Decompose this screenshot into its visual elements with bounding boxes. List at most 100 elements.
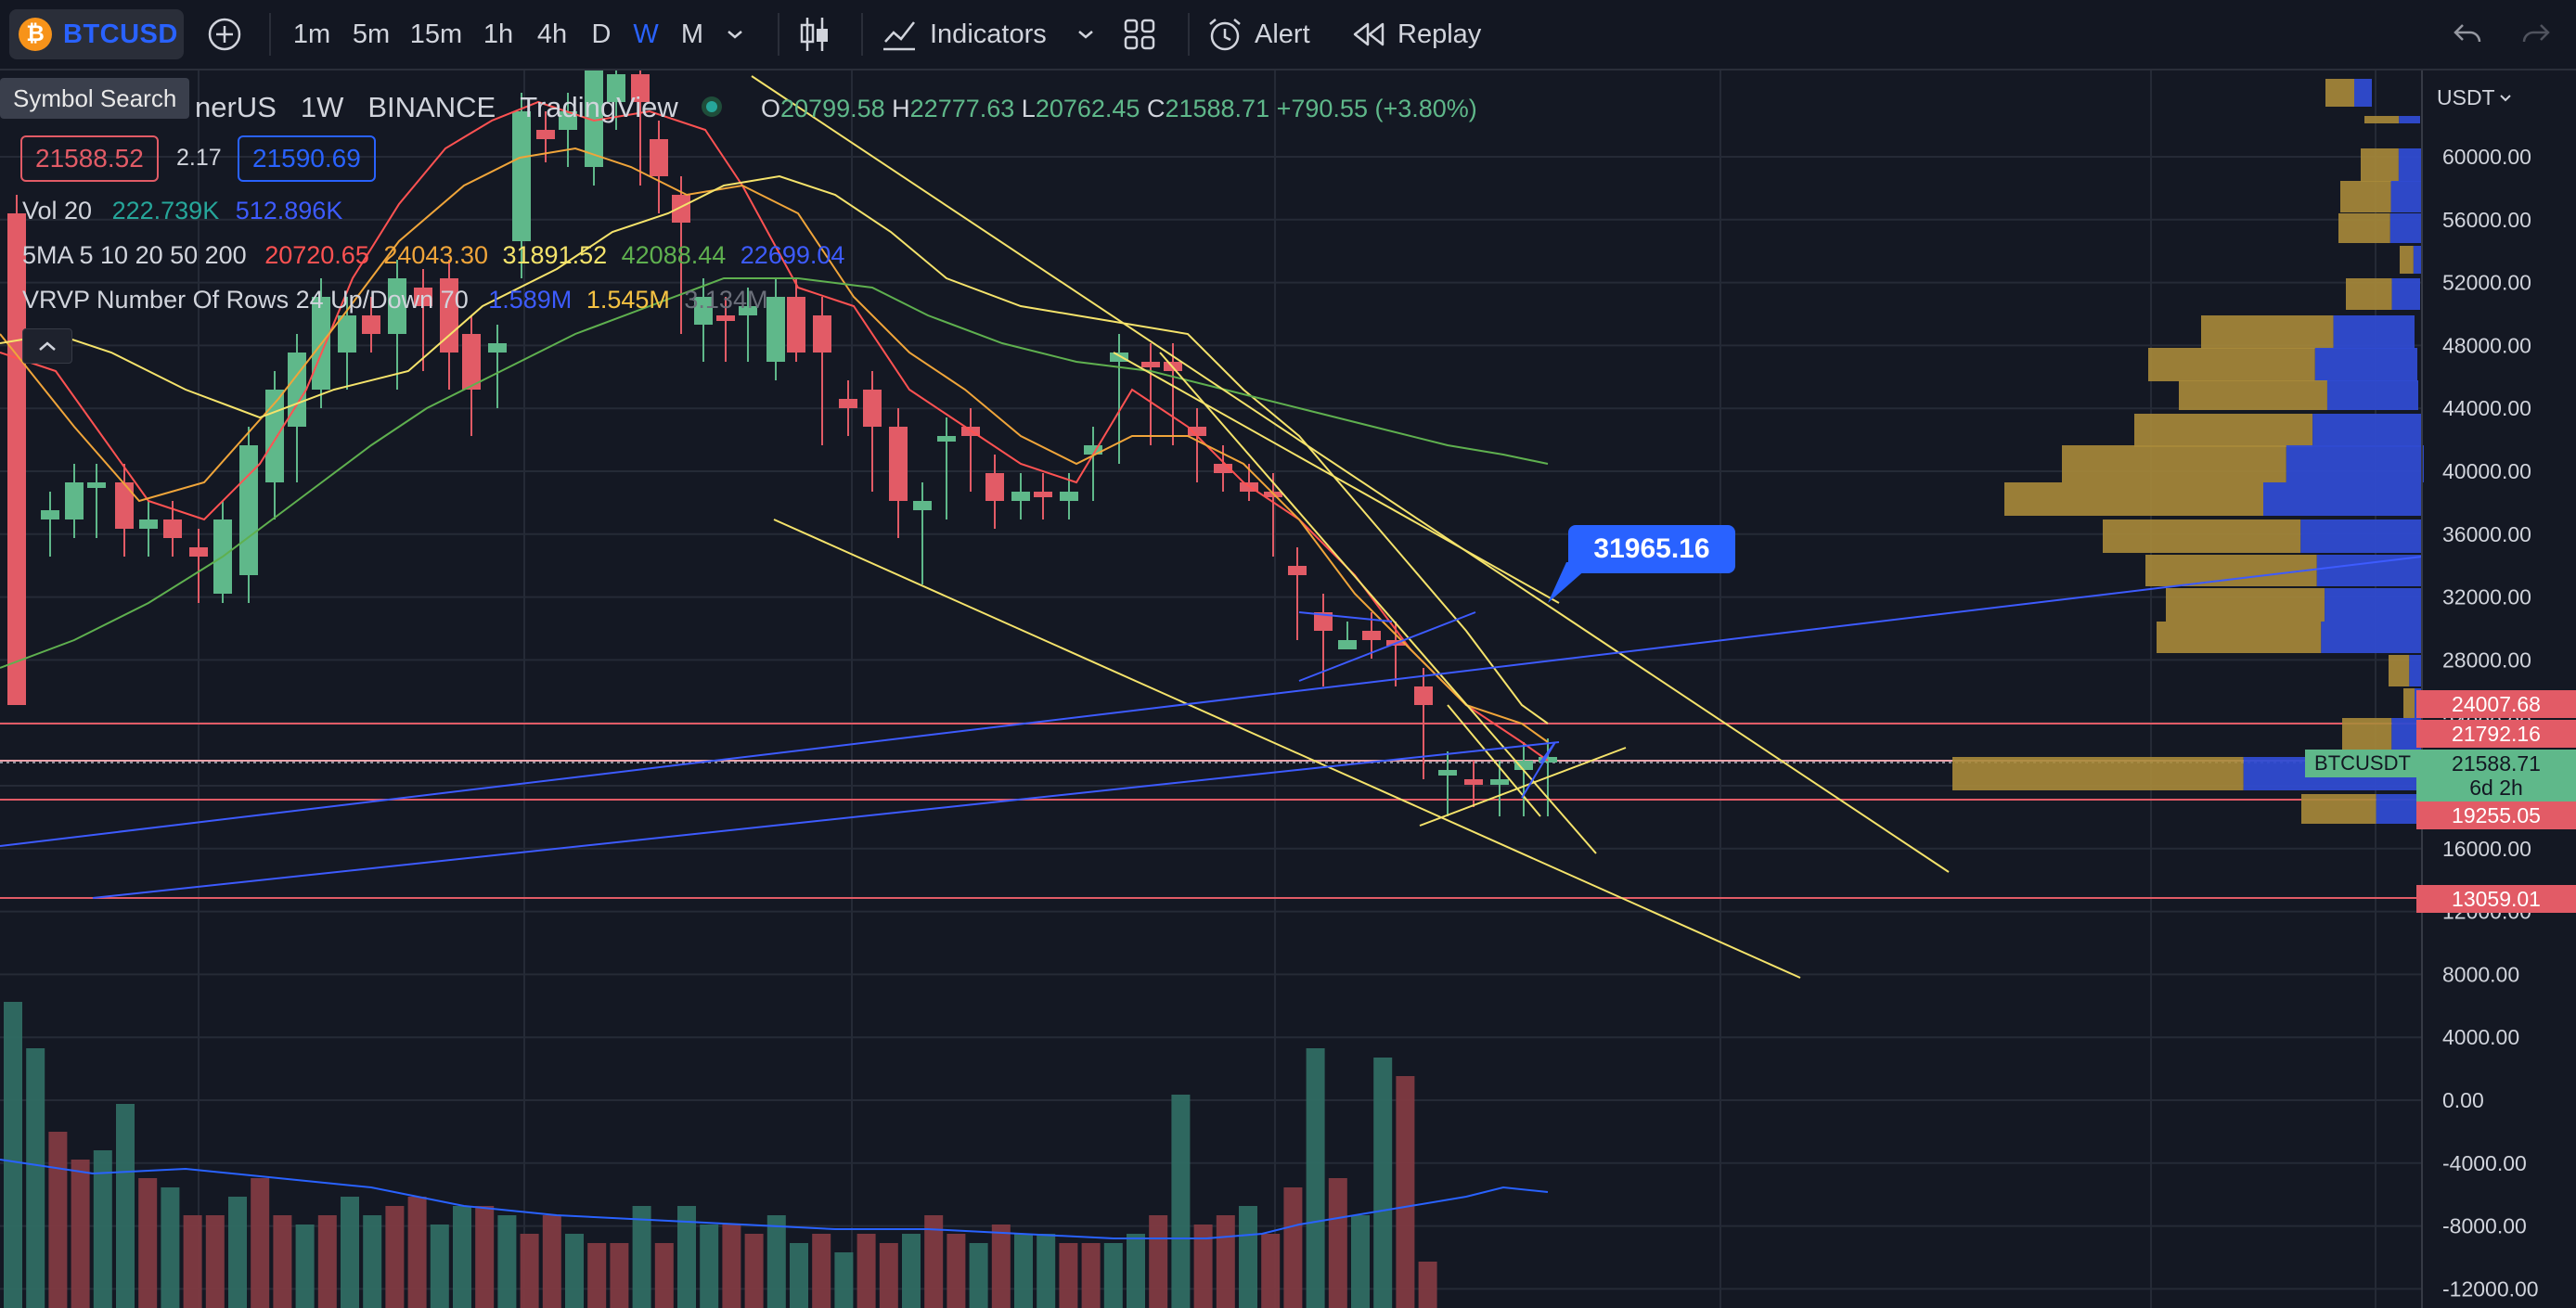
volume-bar bbox=[161, 1187, 180, 1308]
volume-bar bbox=[475, 1206, 495, 1308]
ma10-value: 24043.30 bbox=[383, 241, 488, 269]
volume-label: Vol 20 bbox=[22, 197, 93, 224]
candle-body bbox=[1214, 464, 1232, 473]
undo-icon[interactable] bbox=[2446, 0, 2491, 69]
timeframe-4h[interactable]: 4h bbox=[536, 19, 568, 49]
ma50-value: 42088.44 bbox=[621, 241, 727, 269]
candle-body bbox=[414, 288, 432, 306]
timeframe-5m[interactable]: 5m bbox=[352, 19, 391, 49]
vrvp-down-value: 1.545M bbox=[586, 286, 670, 314]
volume-profile-down-bar bbox=[2342, 718, 2392, 750]
currency-selector[interactable]: USDT bbox=[2437, 85, 2512, 110]
volume-bar bbox=[295, 1225, 315, 1308]
volume-bar bbox=[857, 1234, 876, 1308]
trendline-drawings bbox=[0, 75, 2423, 1239]
candle-body bbox=[239, 445, 258, 575]
price-chart[interactable]: 60000.00 56000.00 52000.00 48000.00 44000.00… bbox=[0, 71, 2576, 1308]
candles-chart-type-icon[interactable] bbox=[794, 0, 835, 69]
blue-trendline bbox=[92, 741, 1560, 899]
chart-background bbox=[0, 71, 2576, 1308]
indicators-dropdown-icon[interactable] bbox=[1069, 0, 1102, 69]
volume-profile-up-bar bbox=[2409, 655, 2422, 686]
volume-bar bbox=[183, 1215, 202, 1308]
candle-body bbox=[1438, 770, 1457, 776]
chart-grid bbox=[0, 71, 2422, 1308]
currency-label: USDT bbox=[2437, 85, 2495, 109]
redo-icon[interactable] bbox=[2513, 0, 2557, 69]
timeframe-1h[interactable]: 1h bbox=[483, 19, 514, 49]
ask-price-button[interactable]: 21590.69 bbox=[238, 135, 376, 182]
volume-bar bbox=[632, 1206, 651, 1308]
change-value: +790.55 (+3.80%) bbox=[1276, 95, 1477, 122]
timeframe-d[interactable]: D bbox=[591, 19, 612, 49]
volume-bar bbox=[587, 1243, 607, 1308]
volume-bar bbox=[766, 1215, 786, 1308]
callout-pointer bbox=[1548, 562, 1594, 603]
timeframe-1m[interactable]: 1m bbox=[292, 19, 331, 49]
volume-profile-down-bar bbox=[2325, 79, 2354, 107]
candle-body bbox=[607, 74, 625, 102]
legend-symbol[interactable]: nerUS bbox=[195, 91, 277, 123]
candle-body bbox=[7, 213, 26, 705]
replay-label: Replay bbox=[1397, 19, 1482, 49]
volume-bar bbox=[879, 1243, 898, 1308]
volume-profile-down-bar bbox=[2201, 315, 2334, 349]
volume-bar bbox=[1059, 1243, 1078, 1308]
volume-bar bbox=[1193, 1225, 1213, 1308]
top-toolbar: ₿ BTCUSD 1m 5m 15m 1h 4h D W M Indicator… bbox=[0, 0, 2576, 71]
volume-bar bbox=[1396, 1076, 1415, 1308]
volume-profile-down-bar bbox=[2389, 655, 2410, 686]
volume-bar bbox=[71, 1160, 90, 1308]
price-callout[interactable]: 31965.16 bbox=[1568, 525, 1735, 573]
candle-body bbox=[1490, 779, 1509, 785]
layouts-grid-icon[interactable] bbox=[1117, 0, 1162, 69]
legend-volume: Vol 20 222.739K 512.896K bbox=[22, 197, 342, 225]
indicators-button[interactable]: Indicators bbox=[882, 0, 1047, 69]
bid-price-button[interactable]: 21588.52 bbox=[20, 135, 159, 182]
timeframe-15m[interactable]: 15m bbox=[409, 19, 463, 49]
volume-bar bbox=[1216, 1215, 1235, 1308]
alert-button[interactable]: Alert bbox=[1206, 0, 1310, 69]
volume-profile-up-bar bbox=[2376, 794, 2422, 824]
candle-body bbox=[536, 130, 555, 139]
candle-body bbox=[362, 315, 380, 334]
trendline bbox=[751, 75, 1950, 873]
low-value: 20762.45 bbox=[1035, 95, 1140, 122]
timeframe-m[interactable]: M bbox=[680, 19, 704, 49]
price-tag-level: 21792.16 bbox=[2416, 720, 2576, 748]
blue-trendline bbox=[1298, 611, 1393, 622]
bar-countdown: 6d 2h bbox=[2469, 776, 2523, 800]
volume-ma-line bbox=[0, 1159, 1549, 1239]
collapse-legend-button[interactable] bbox=[22, 328, 72, 364]
volume-profile-up-bar bbox=[2316, 555, 2422, 586]
volume-bar bbox=[790, 1243, 808, 1308]
volume-bar bbox=[744, 1234, 764, 1308]
timeframe-w[interactable]: W bbox=[633, 19, 659, 49]
candles bbox=[7, 71, 1557, 816]
ma200-value: 22699.04 bbox=[740, 241, 845, 269]
price-axis-label: 32000.00 bbox=[2442, 585, 2531, 609]
candle-body bbox=[1011, 492, 1030, 501]
volume-bar bbox=[251, 1178, 270, 1308]
high-value: 22777.63 bbox=[909, 95, 1015, 122]
volume-profile-up-bar bbox=[2398, 148, 2422, 182]
volume-profile-down-bar bbox=[2062, 445, 2286, 482]
price-axis-label: 40000.00 bbox=[2442, 459, 2531, 483]
moving-average-line bbox=[0, 147, 1549, 743]
alert-label: Alert bbox=[1255, 19, 1310, 49]
add-symbol-icon[interactable] bbox=[206, 0, 243, 69]
candle-body bbox=[1034, 492, 1052, 497]
symbol-button[interactable]: ₿ BTCUSD bbox=[9, 9, 184, 59]
replay-button[interactable]: Replay bbox=[1351, 0, 1481, 69]
volume-bar bbox=[385, 1206, 405, 1308]
volume-bar bbox=[1328, 1178, 1347, 1308]
volume-bar bbox=[93, 1150, 112, 1308]
timeframe-dropdown-icon[interactable] bbox=[716, 0, 753, 69]
volume-profile-up-bar bbox=[2399, 116, 2420, 123]
candle-body bbox=[585, 71, 603, 167]
candle-body bbox=[1084, 445, 1102, 455]
volume-bar bbox=[700, 1225, 719, 1308]
volume-bar bbox=[1171, 1095, 1191, 1308]
legend-ma: 5MA 5 10 20 50 200 20720.65 24043.30 318… bbox=[22, 241, 844, 270]
volume-bar bbox=[363, 1215, 382, 1308]
